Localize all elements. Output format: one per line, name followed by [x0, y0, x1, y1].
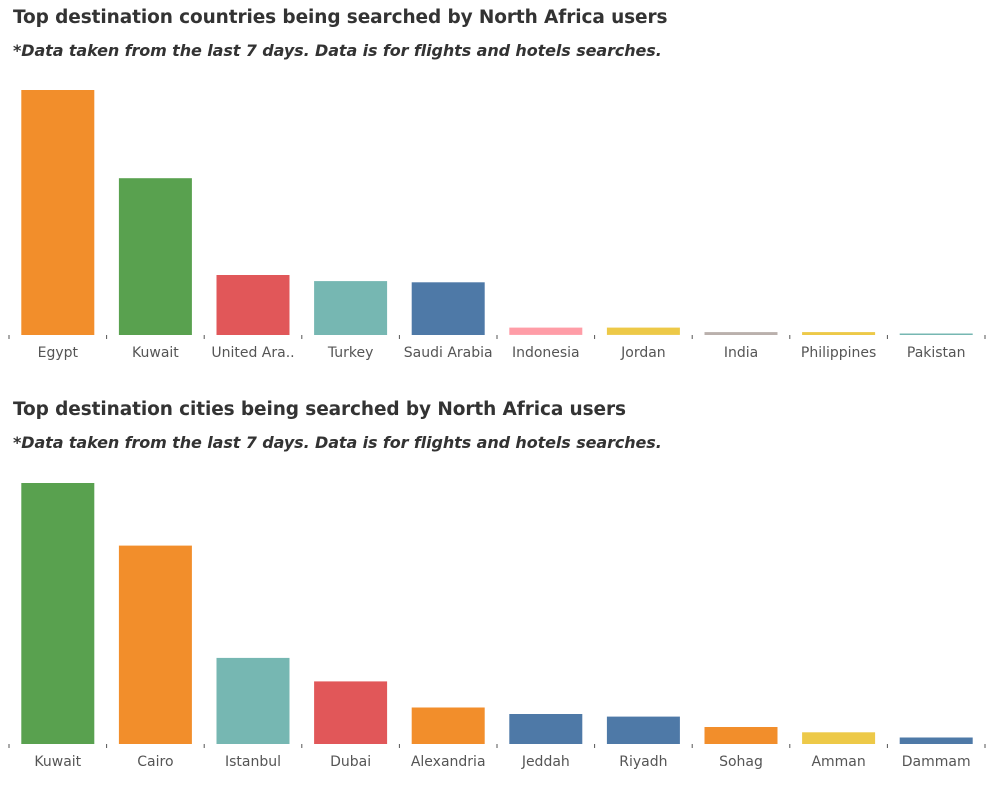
bar-amman[interactable]	[802, 732, 876, 744]
bar-jeddah[interactable]	[509, 714, 583, 744]
bar-indonesia[interactable]	[509, 327, 583, 335]
countries-chart-panel: Top destination countries being searched…	[0, 0, 996, 392]
bar-cairo[interactable]	[118, 545, 192, 744]
bar-istanbul[interactable]	[216, 657, 290, 744]
bar-kuwait[interactable]	[21, 483, 95, 744]
bar-pakistan[interactable]	[899, 333, 973, 336]
x-tick-label: Jeddah	[521, 754, 570, 770]
bar-india[interactable]	[704, 332, 778, 335]
x-tick-label: Egypt	[38, 345, 79, 361]
x-tick-label: Philippines	[801, 345, 876, 361]
bar-jordan[interactable]	[606, 327, 680, 335]
x-tick-label: Riyadh	[619, 754, 667, 770]
cities-bar-chart: Kuwait Cairo Istanbul Dubai Alexandria Jeddah…	[8, 483, 986, 770]
bar-dammam[interactable]	[899, 737, 973, 745]
x-tick-label: Sohag	[719, 754, 763, 770]
chart-title: Top destination cities being searched by…	[13, 399, 626, 420]
x-tick-label: Dammam	[902, 754, 971, 770]
bar-philippines[interactable]	[802, 332, 876, 335]
bar-egypt[interactable]	[21, 90, 95, 335]
x-tick-label: Kuwait	[132, 345, 179, 361]
x-tick-label: Alexandria	[411, 754, 486, 770]
x-tick-label: United Ara..	[211, 345, 294, 361]
bar-saudi-arabia[interactable]	[411, 282, 485, 335]
bar-kuwait[interactable]	[118, 178, 192, 335]
x-tick-label: Saudi Arabia	[404, 345, 493, 361]
chart-title: Top destination countries being searched…	[13, 7, 668, 28]
cities-chart-panel: Top destination cities being searched by…	[0, 392, 996, 785]
x-tick-label: Pakistan	[907, 345, 966, 361]
chart-subtitle: *Data taken from the last 7 days. Data i…	[13, 433, 662, 452]
bar-turkey[interactable]	[314, 281, 388, 335]
bar-riyadh[interactable]	[606, 716, 680, 744]
x-tick-label: Dubai	[330, 754, 371, 770]
x-tick-label: Amman	[811, 754, 865, 770]
x-tick-label: Kuwait	[34, 754, 81, 770]
x-tick-label: Jordan	[620, 345, 666, 361]
bar-alexandria[interactable]	[411, 707, 485, 745]
bar-sohag[interactable]	[704, 727, 778, 744]
bar-united-ara[interactable]	[216, 275, 290, 335]
x-tick-label: Turkey	[327, 345, 374, 361]
chart-subtitle: *Data taken from the last 7 days. Data i…	[13, 41, 662, 60]
x-tick-label: Istanbul	[225, 754, 281, 770]
x-tick-label: Indonesia	[512, 345, 580, 361]
bar-dubai[interactable]	[314, 681, 388, 744]
x-tick-label: Cairo	[137, 754, 173, 770]
x-tick-label: India	[724, 345, 758, 361]
countries-bar-chart: Egypt Kuwait United Ara.. Turkey Saudi Arabi…	[8, 90, 986, 361]
